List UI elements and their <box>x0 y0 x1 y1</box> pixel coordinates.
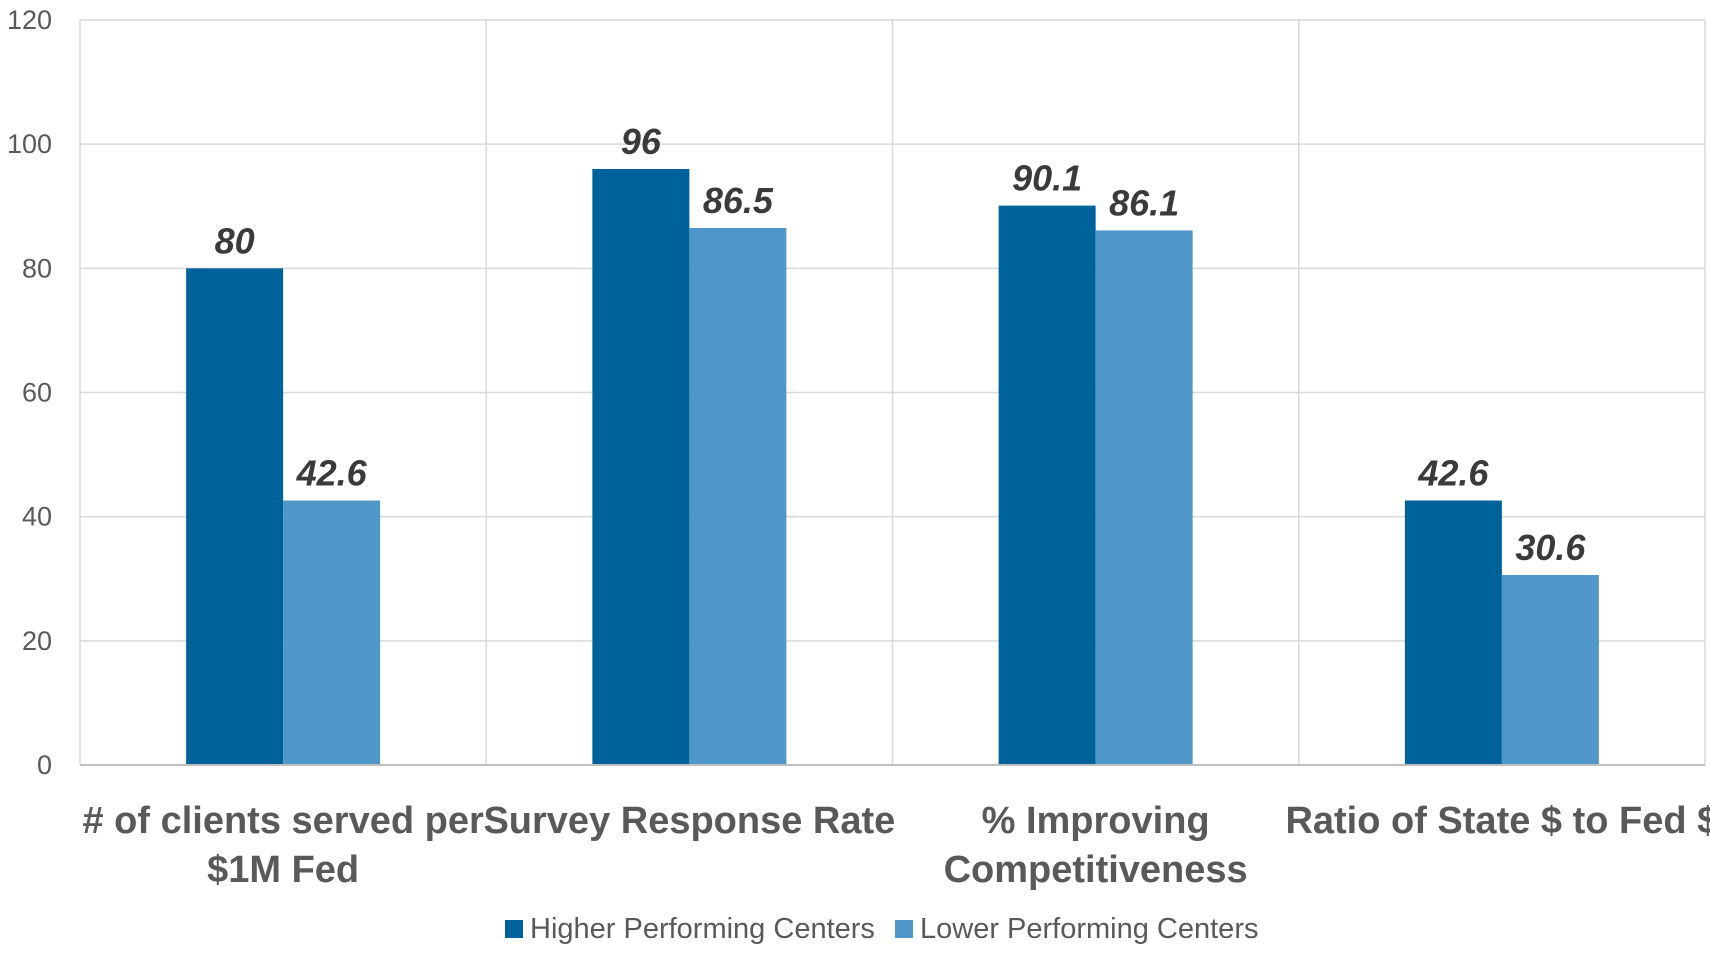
x-category-label: Survey Response Rate <box>483 800 895 842</box>
data-label: 80 <box>215 220 255 261</box>
bar-lower <box>1095 230 1193 765</box>
bar-higher <box>592 169 690 765</box>
x-category-label: % Improving <box>982 800 1210 842</box>
bars <box>186 169 1599 766</box>
bar-lower <box>283 500 381 765</box>
y-tick-label: 0 <box>37 750 52 780</box>
data-label: 42.6 <box>1417 453 1489 494</box>
y-tick-label: 120 <box>7 5 52 35</box>
data-label: 86.5 <box>703 180 774 221</box>
legend: Higher Performing Centers Lower Performin… <box>505 913 1258 945</box>
x-category-label: # of clients served per <box>82 800 483 842</box>
y-tick-label: 80 <box>22 253 52 283</box>
y-tick-label: 20 <box>22 626 52 656</box>
bar-higher <box>1404 500 1502 765</box>
axes: 0 20 40 60 80 100 120 # of clients served per $1… <box>7 5 1710 891</box>
x-category-label: Competitiveness <box>944 849 1248 891</box>
legend-label: Lower Performing Centers <box>920 913 1258 945</box>
legend-label: Higher Performing Centers <box>530 913 875 945</box>
bar-lower <box>689 227 787 765</box>
y-tick-label: 40 <box>22 502 52 532</box>
x-category-label: $1M Fed <box>207 849 359 891</box>
legend-swatch <box>895 920 913 938</box>
data-label: 86.1 <box>1109 182 1179 223</box>
data-label: 30.6 <box>1515 527 1586 568</box>
y-tick-label: 100 <box>7 129 52 159</box>
x-category-label: Ratio of State $ to Fed $ <box>1285 800 1710 842</box>
data-labels: 80 42.6 96 86.5 90.1 86.1 42.6 30.6 <box>215 121 1587 568</box>
data-label: 42.6 <box>296 453 368 494</box>
data-label: 96 <box>621 121 662 162</box>
y-tick-label: 60 <box>22 378 52 408</box>
bar-lower <box>1501 575 1599 765</box>
bar-higher <box>998 205 1096 766</box>
legend-swatch <box>505 920 523 938</box>
bar-higher <box>186 268 284 765</box>
data-label: 90.1 <box>1012 158 1082 199</box>
